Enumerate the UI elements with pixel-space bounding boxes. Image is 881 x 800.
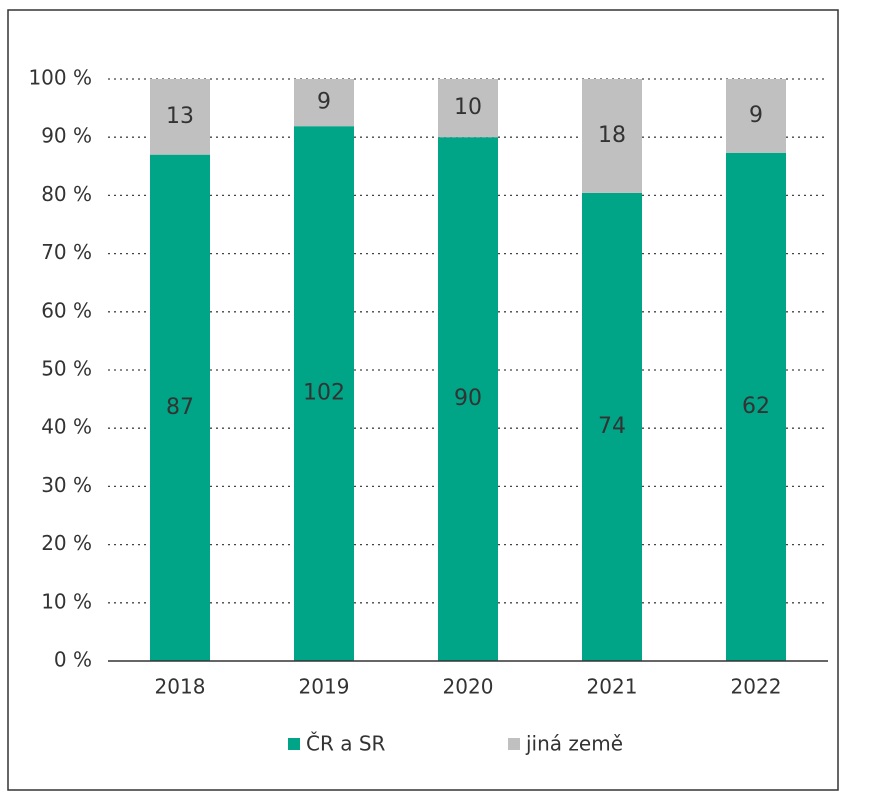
data-label: 9 <box>317 90 331 115</box>
bar-segment <box>582 79 642 193</box>
legend-swatch <box>508 738 520 750</box>
legend-swatch <box>288 738 300 750</box>
y-tick-label: 20 % <box>41 531 92 555</box>
bar-segment <box>150 79 210 155</box>
data-label: 90 <box>454 386 482 411</box>
y-tick-label: 60 % <box>41 298 92 322</box>
bar-segment <box>438 79 498 138</box>
data-label: 102 <box>303 381 345 406</box>
y-tick-label: 40 % <box>41 415 92 439</box>
data-label: 62 <box>742 394 770 419</box>
bar-segment <box>582 192 642 661</box>
bar-segment <box>726 152 786 661</box>
data-label: 13 <box>166 104 194 129</box>
y-tick-label: 0 % <box>54 648 92 672</box>
x-tick-label: 2018 <box>155 675 206 699</box>
x-tick-label: 2020 <box>443 675 494 699</box>
bar-segment <box>726 79 786 153</box>
x-tick-label: 2019 <box>299 675 350 699</box>
y-tick-label: 80 % <box>41 182 92 206</box>
data-label: 10 <box>454 95 482 120</box>
y-tick-label: 90 % <box>41 124 92 148</box>
data-label: 18 <box>598 123 626 148</box>
y-tick-label: 100 % <box>28 66 92 90</box>
data-label: 74 <box>598 414 626 439</box>
y-tick-label: 10 % <box>41 589 92 613</box>
data-label: 87 <box>166 395 194 420</box>
legend-label: ČR a SR <box>306 732 386 756</box>
y-tick-label: 30 % <box>41 473 92 497</box>
frame <box>7 9 839 791</box>
x-tick-label: 2022 <box>731 675 782 699</box>
bar-segment <box>294 126 354 661</box>
data-label: 9 <box>749 103 763 128</box>
x-tick-label: 2021 <box>587 675 638 699</box>
legend-label: jiná země <box>525 732 623 756</box>
bar-segment <box>294 79 354 127</box>
bar-segment <box>150 154 210 661</box>
y-tick-label: 70 % <box>41 240 92 264</box>
bar-segment <box>438 137 498 661</box>
y-tick-label: 50 % <box>41 357 92 381</box>
